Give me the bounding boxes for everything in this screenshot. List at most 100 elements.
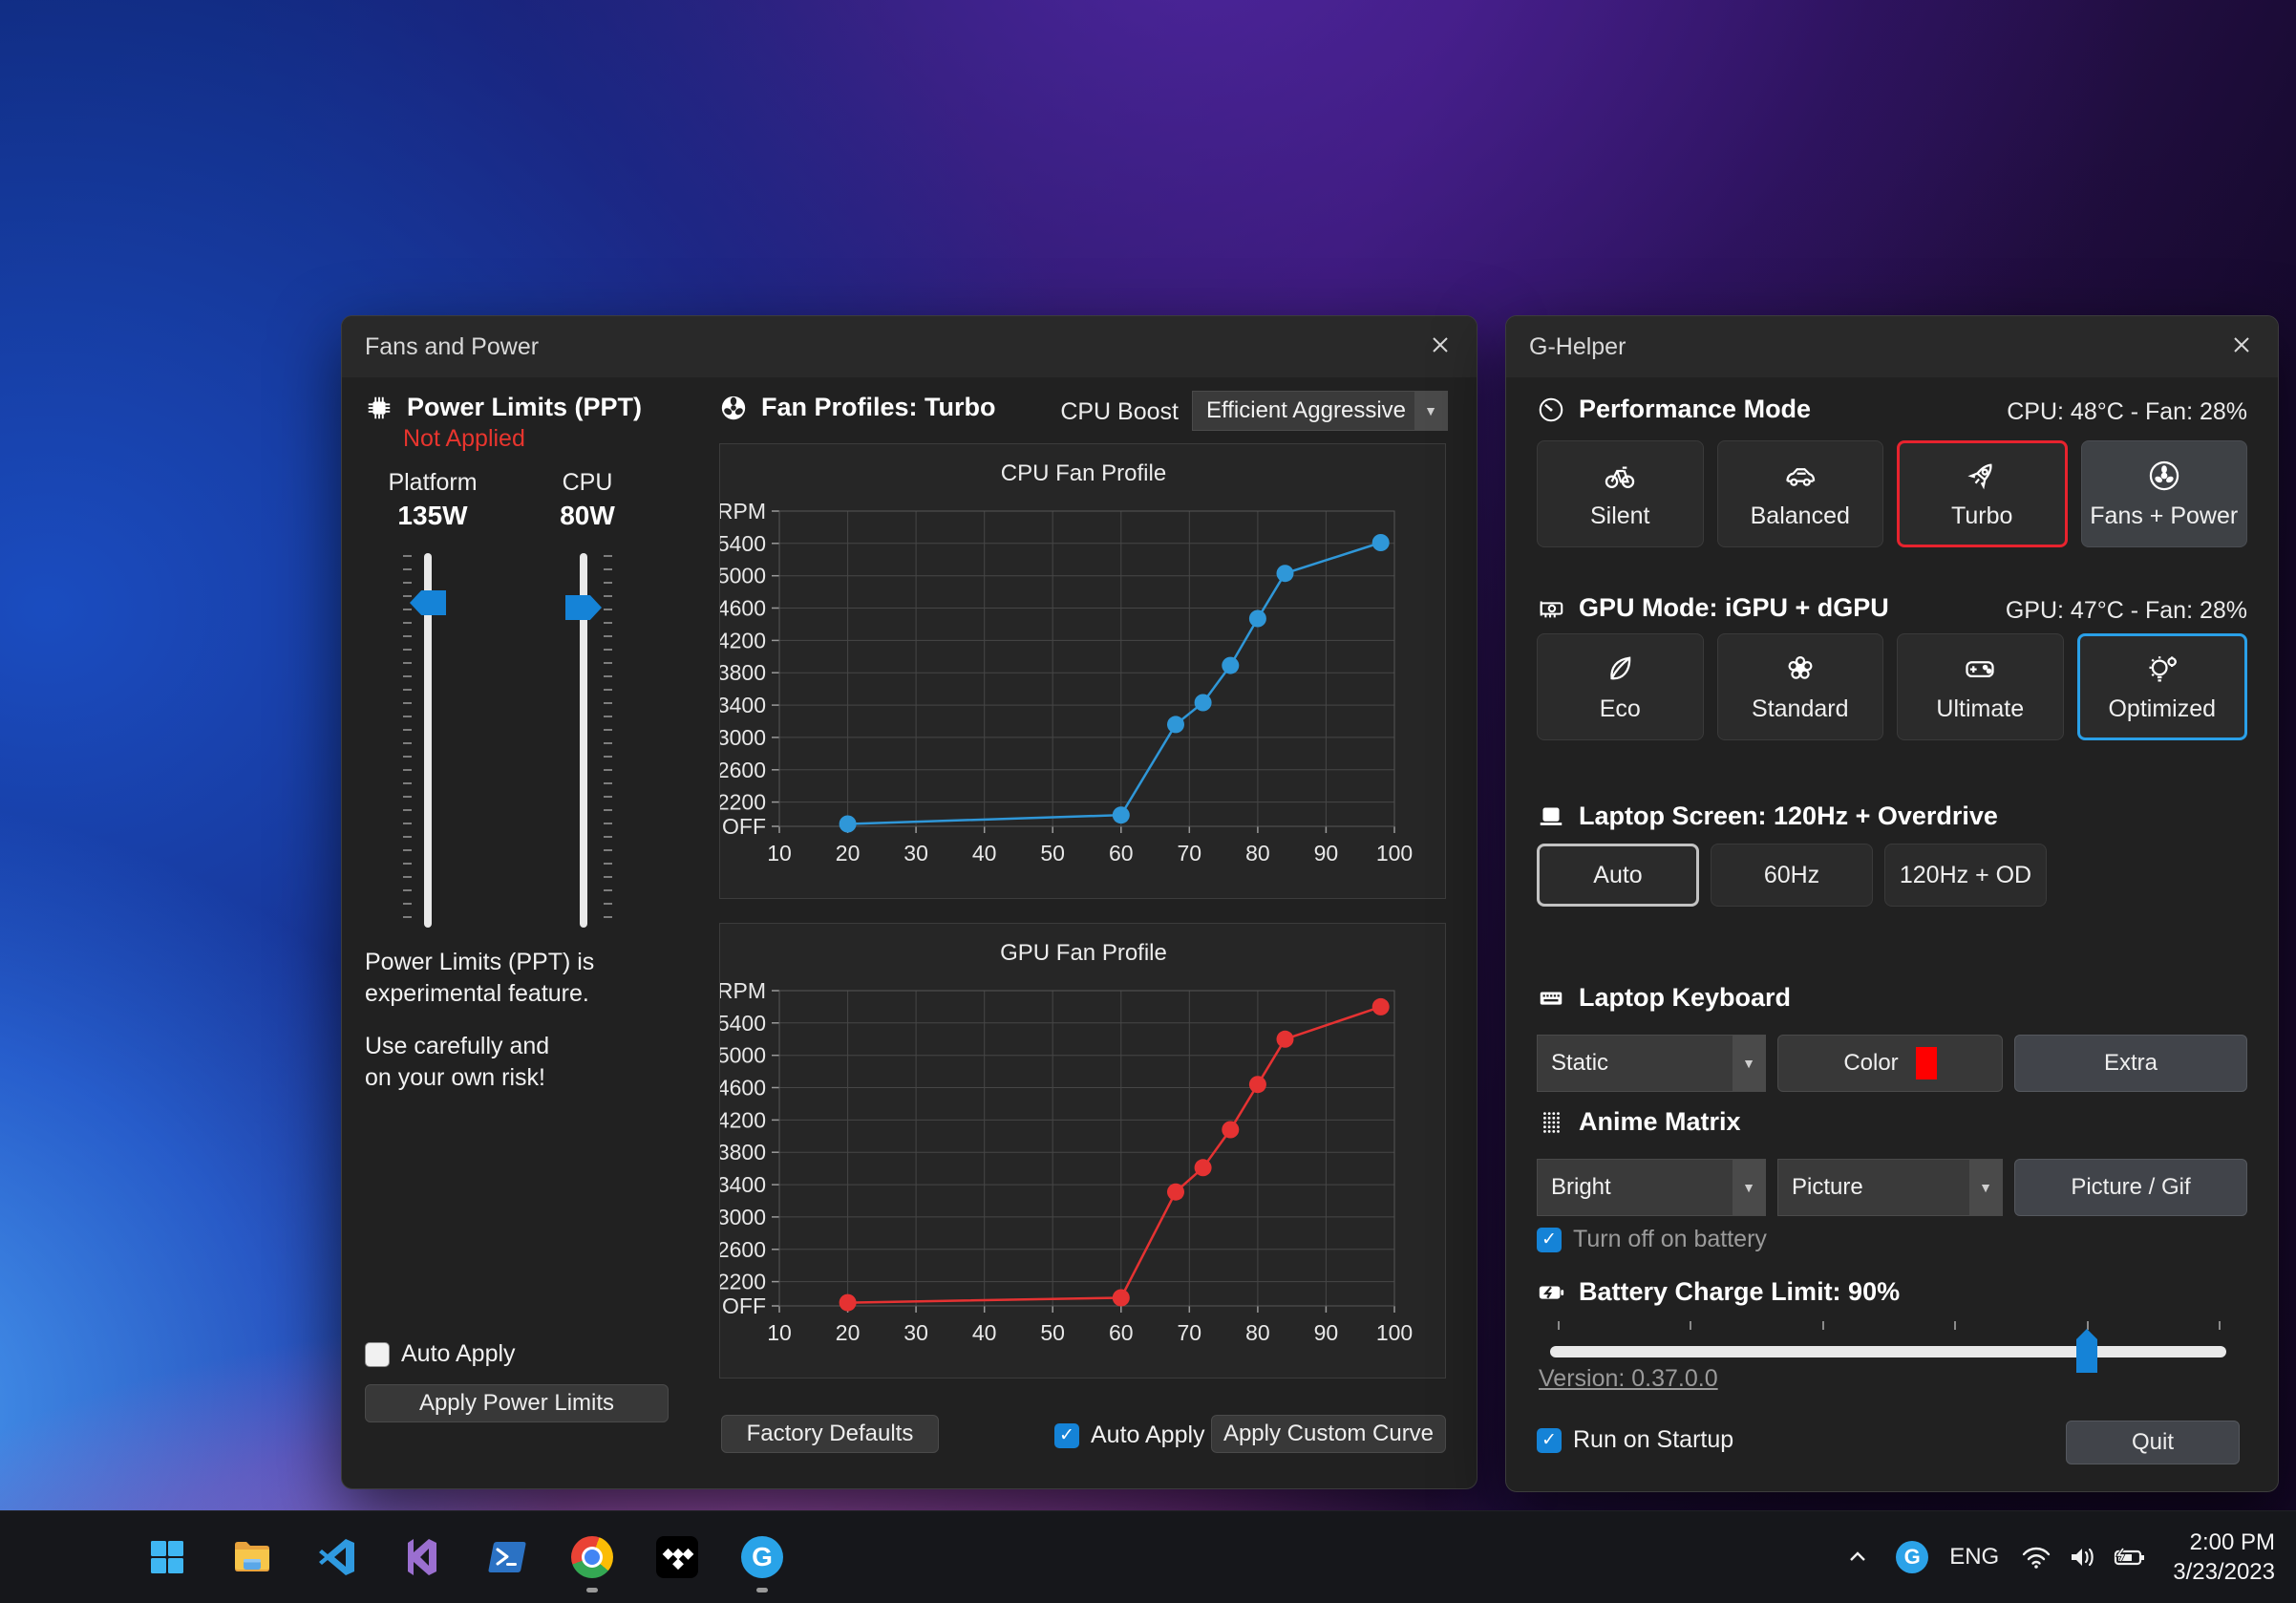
run-on-startup-checkbox[interactable] — [1537, 1427, 1562, 1453]
slider-thumb[interactable] — [410, 590, 446, 615]
power-auto-apply-checkbox[interactable] — [365, 1341, 390, 1367]
battery-charge-slider[interactable] — [1537, 1321, 2247, 1388]
screen-option-120hz-od[interactable]: 120Hz + OD — [1884, 844, 2047, 907]
matrix-mode-dropdown[interactable]: Picture ▼ — [1777, 1159, 2003, 1216]
laptop-screen-header: Laptop Screen: 120Hz + Overdrive — [1579, 802, 1998, 830]
svg-text:5400: 5400 — [720, 531, 766, 556]
power-auto-apply-label: Auto Apply — [401, 1340, 516, 1367]
running-indicator — [756, 1588, 768, 1592]
fans-close-button[interactable] — [1425, 331, 1456, 362]
leaf-icon — [1603, 652, 1637, 686]
turn-off-on-battery-label: Turn off on battery — [1573, 1226, 1767, 1252]
svg-text:30: 30 — [904, 841, 928, 866]
perf-mode-silent[interactable]: Silent — [1537, 440, 1704, 547]
battery-tray-icon[interactable] — [2112, 1543, 2148, 1571]
battery-slider-thumb[interactable] — [2076, 1329, 2097, 1373]
battery-tick — [1558, 1321, 1560, 1330]
perf-mode-turbo[interactable]: Turbo — [1897, 440, 2068, 547]
note-line: experimental feature. — [365, 980, 589, 1007]
quit-button[interactable]: Quit — [2066, 1421, 2240, 1464]
run-on-startup-row: Run on Startup — [1537, 1426, 1733, 1454]
platform-power-slider[interactable] — [403, 553, 457, 928]
gpu-mode-eco[interactable]: Eco — [1537, 633, 1704, 740]
matrix-brightness-dropdown[interactable]: Bright ▼ — [1537, 1159, 1766, 1216]
factory-defaults-button[interactable]: Factory Defaults — [721, 1415, 939, 1453]
ghelper-titlebar[interactable]: G-Helper — [1506, 316, 2278, 377]
battery-tick — [1821, 1321, 1824, 1330]
close-icon — [1429, 333, 1452, 361]
taskbar-clock[interactable]: 2:00 PM 3/23/2023 — [2173, 1528, 2275, 1587]
taskbar-vscode-icon[interactable] — [315, 1535, 359, 1579]
apply-custom-curve-button[interactable]: Apply Custom Curve — [1211, 1415, 1446, 1453]
svg-text:90: 90 — [1314, 1320, 1339, 1345]
wifi-icon[interactable] — [2020, 1543, 2052, 1571]
quit-label: Quit — [2131, 1429, 2174, 1455]
matrix-picture-gif-button[interactable]: Picture / Gif — [2014, 1159, 2247, 1216]
turn-off-on-battery-checkbox[interactable] — [1537, 1227, 1562, 1252]
curve-auto-apply-checkbox[interactable] — [1054, 1422, 1079, 1448]
fans-window-titlebar[interactable]: Fans and Power — [342, 316, 1477, 377]
battery-slider-track[interactable] — [1550, 1346, 2226, 1357]
keyboard-header: Laptop Keyboard — [1579, 983, 1792, 1012]
taskbar-visual-studio-icon[interactable] — [400, 1535, 444, 1579]
keyboard-color-swatch — [1915, 1047, 1937, 1079]
svg-text:5000: 5000 — [720, 1043, 766, 1068]
svg-text:3000: 3000 — [720, 1205, 766, 1229]
taskbar-windows-start-icon[interactable] — [145, 1535, 189, 1579]
gauge-icon — [1537, 395, 1565, 424]
perf-mode-balanced[interactable]: Balanced — [1716, 440, 1883, 547]
cpu-power-slider[interactable] — [559, 553, 612, 928]
tray-chevron-up-icon[interactable] — [1844, 1544, 1871, 1571]
keyboard-color-label: Color — [1843, 1050, 1899, 1076]
screen-option-60hz[interactable]: 60Hz — [1711, 844, 1873, 907]
perf-mode-label: Balanced — [1750, 502, 1850, 529]
ghelper-close-button[interactable] — [2226, 331, 2257, 362]
gpu-mode-standard[interactable]: Standard — [1716, 633, 1883, 740]
svg-text:70: 70 — [1178, 841, 1202, 866]
taskbar-tidal-icon[interactable] — [655, 1535, 699, 1579]
svg-text:60: 60 — [1109, 1320, 1134, 1345]
svg-text:30: 30 — [904, 1320, 928, 1345]
gpu-mode-header-row: GPU Mode: iGPU + dGPU — [1537, 593, 1889, 623]
taskbar-chrome-icon[interactable] — [570, 1535, 614, 1592]
screen-option-auto[interactable]: Auto — [1537, 844, 1699, 907]
taskbar-file-explorer-icon[interactable] — [230, 1535, 274, 1579]
apply-power-limits-button[interactable]: Apply Power Limits — [365, 1384, 669, 1422]
note-line: Power Limits (PPT) is — [365, 949, 595, 975]
svg-text:90: 90 — [1314, 841, 1339, 866]
chevron-down-icon[interactable]: ▼ — [1733, 1036, 1765, 1091]
cpu-fan-profile-chart[interactable]: CPU Fan Profile 10 20 30 40 50 60 70 80 90 100 OFF 2… — [717, 443, 1446, 899]
volume-icon[interactable] — [2066, 1543, 2098, 1571]
apply-custom-curve-label: Apply Custom Curve — [1222, 1421, 1435, 1446]
taskbar-powershell-icon[interactable] — [485, 1535, 529, 1579]
slider-thumb[interactable] — [565, 595, 602, 620]
battery-tick — [2086, 1321, 2089, 1330]
gpu-fan-profile-chart[interactable]: GPU Fan Profile 10 20 30 40 50 60 70 80 90 100 OFF 2… — [717, 923, 1446, 1379]
tray-g-helper-icon[interactable]: G — [1896, 1541, 1929, 1573]
cpu-boost-dropdown[interactable]: Efficient Aggressive ▼ — [1192, 391, 1448, 431]
power-limits-note-2: Use carefully and on your own risk! — [365, 1031, 549, 1094]
version-link[interactable]: Version: 0.37.0.0 — [1539, 1365, 1718, 1392]
keyboard-extra-button[interactable]: Extra — [2014, 1035, 2247, 1092]
slider-track[interactable] — [580, 553, 587, 928]
svg-text:5000: 5000 — [720, 564, 766, 588]
cpu-boost-value: Efficient Aggressive — [1206, 397, 1407, 423]
keyboard-backlight-dropdown[interactable]: Static ▼ — [1537, 1035, 1766, 1092]
perf-mode-label: Turbo — [1951, 502, 2013, 529]
keyboard-color-button[interactable]: Color — [1777, 1035, 2003, 1092]
taskbar-g-helper-icon[interactable]: G — [740, 1535, 784, 1592]
tray-language[interactable]: ENG — [1949, 1544, 2000, 1570]
power-limits-status: Not Applied — [403, 425, 525, 452]
svg-text:4600: 4600 — [720, 596, 766, 621]
power-auto-apply-row: Auto Apply — [365, 1340, 516, 1368]
svg-text:2200: 2200 — [720, 1270, 766, 1294]
gpu-mode-ultimate[interactable]: Ultimate — [1897, 633, 2064, 740]
gpu-mode-optimized[interactable]: Optimized — [2076, 633, 2247, 740]
chevron-down-icon[interactable]: ▼ — [1969, 1160, 2002, 1215]
run-on-startup-label: Run on Startup — [1573, 1426, 1734, 1453]
slider-track[interactable] — [424, 553, 432, 928]
chevron-down-icon[interactable]: ▼ — [1733, 1160, 1765, 1215]
chevron-down-icon[interactable]: ▼ — [1414, 392, 1447, 430]
fan-icon — [2147, 459, 2181, 493]
perf-mode-fans-power[interactable]: Fans + Power — [2080, 440, 2247, 547]
